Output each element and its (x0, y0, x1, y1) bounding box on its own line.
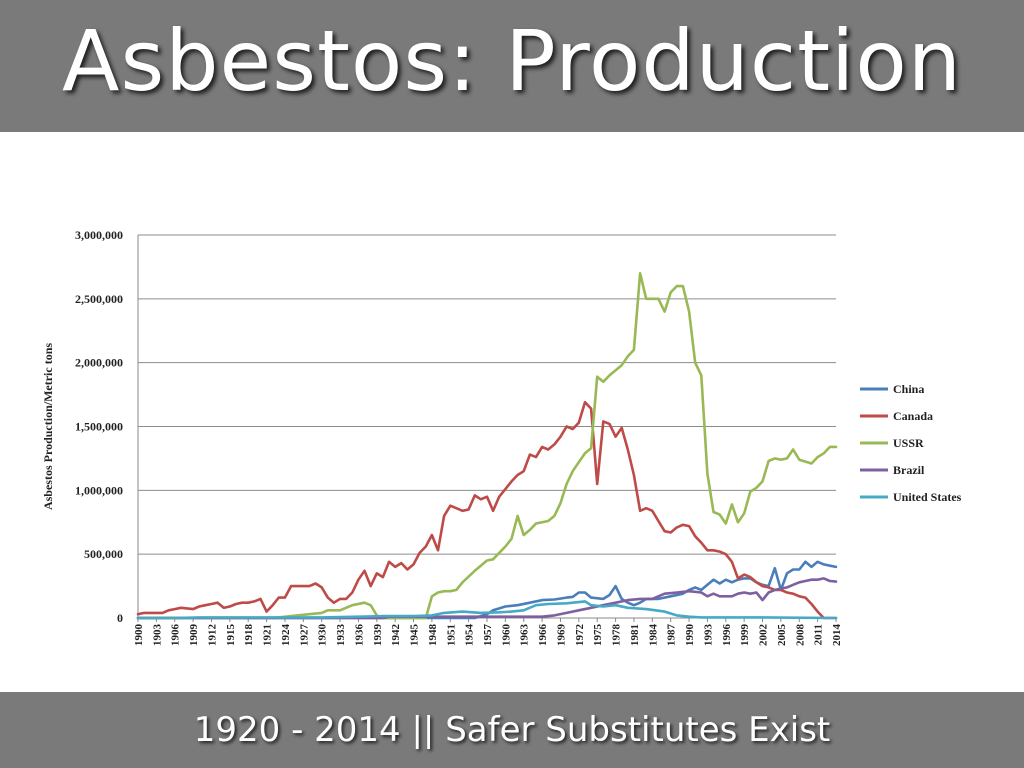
y-tick-label: 1,000,000 (75, 483, 123, 497)
y-tick-label: 2,000,000 (75, 356, 123, 370)
legend-label-canada: Canada (893, 409, 933, 423)
x-tick-label: 1984 (647, 624, 659, 647)
slide-title: Asbestos: Production (62, 12, 962, 110)
y-tick-label: 1,500,000 (75, 420, 123, 434)
x-tick-label: 1900 (133, 624, 145, 647)
x-tick-label: 1996 (721, 624, 733, 647)
y-tick-label: 0 (117, 611, 123, 625)
x-tick-label: 1915 (225, 624, 237, 647)
x-tick-label: 1930 (317, 624, 329, 647)
x-tick-label: 1903 (151, 624, 163, 647)
x-tick-label: 1993 (702, 624, 714, 647)
series-line-china (136, 560, 838, 620)
x-tick-label: 1936 (353, 624, 365, 647)
title-band (0, 0, 1024, 132)
x-tick-label: 1945 (409, 624, 421, 647)
x-tick-label: 1960 (500, 624, 512, 647)
legend-label-ussr: USSR (893, 436, 924, 450)
series-line-canada (136, 400, 838, 620)
x-tick-label: 1912 (206, 624, 218, 647)
x-tick-label: 1954 (464, 624, 476, 647)
x-tick-label: 1957 (482, 624, 494, 647)
x-tick-label: 2008 (794, 624, 806, 647)
x-tick-label: 1927 (298, 624, 310, 647)
x-tick-label: 1951 (445, 624, 457, 646)
legend-label-china: China (893, 382, 924, 396)
legend-label-brazil: Brazil (893, 463, 925, 477)
series-line-united-states (136, 600, 838, 620)
x-tick-label: 1999 (739, 624, 751, 647)
x-tick-label: 1966 (537, 624, 549, 647)
x-tick-label: 1906 (170, 624, 182, 647)
x-tick-label: 2014 (831, 624, 843, 647)
x-tick-label: 1975 (592, 624, 604, 647)
x-tick-label: 1909 (188, 624, 200, 647)
x-tick-label: 1972 (574, 624, 586, 647)
x-tick-label: 2011 (813, 624, 825, 645)
production-chart: 0 500,000 1,000,000 1,500,000 2,000,000 2,500… (41, 228, 962, 647)
x-tick-label: 2005 (776, 624, 788, 647)
x-tick-label: 1918 (243, 624, 255, 647)
x-tick-label: 1981 (629, 624, 641, 646)
x-tick-label: 1921 (262, 624, 274, 646)
series-line-ussr (136, 272, 838, 620)
y-tick-label: 500,000 (84, 547, 123, 561)
legend-label-united-states: United States (893, 490, 962, 504)
x-tick-label: 1990 (684, 624, 696, 647)
x-tick-label: 1987 (666, 624, 678, 647)
x-tick-label: 1933 (335, 624, 347, 647)
x-tick-label: 1948 (427, 624, 439, 647)
slide-subtitle: 1920 - 2014 || Safer Substitutes Exist (193, 710, 831, 750)
y-tick-label: 3,000,000 (75, 228, 123, 242)
x-tick-label: 1963 (519, 624, 531, 647)
x-tick-label: 1942 (390, 624, 402, 647)
x-tick-label: 1978 (611, 624, 623, 647)
x-tick-label: 1924 (280, 624, 292, 647)
footer-band (0, 692, 1024, 768)
x-tick-label: 2002 (758, 624, 770, 647)
series-line-brazil (136, 577, 838, 620)
x-tick-label: 1969 (555, 624, 567, 647)
y-axis-title: Asbestos Production/Metric tons (41, 343, 55, 510)
y-tick-label: 2,500,000 (75, 292, 123, 306)
x-tick-label: 1939 (372, 624, 384, 647)
